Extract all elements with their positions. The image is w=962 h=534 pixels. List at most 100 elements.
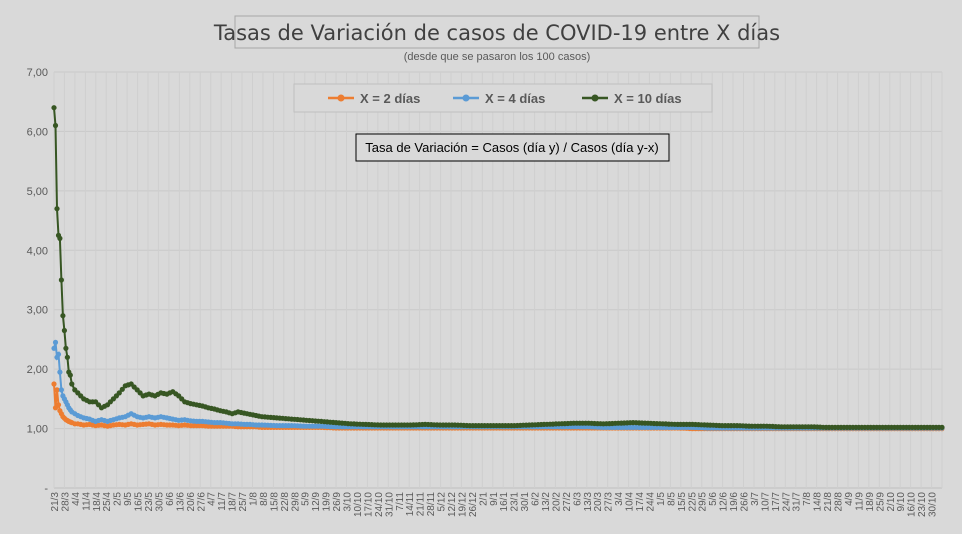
data-point [51, 381, 57, 387]
x-tick-label: 9/10 [896, 492, 907, 512]
grid [53, 71, 943, 489]
x-tick-label: 29/5 [698, 492, 709, 512]
x-tick-label: 16/10 [907, 492, 918, 517]
x-tick-label: 5/9 [301, 492, 312, 506]
data-point [61, 327, 67, 334]
data-point [55, 402, 62, 408]
x-tick-label: 28/8 [834, 492, 845, 512]
x-tick-label: 10/10 [353, 492, 364, 517]
x-tick-label: 24/10 [374, 492, 385, 517]
x-tick-label: 7/11 [395, 492, 406, 511]
x-tick-label: 21/8 [823, 492, 834, 512]
x-tick-label: 2/5 [113, 492, 124, 506]
x-tick-label: 12/12 [447, 492, 458, 517]
legend-marker [462, 94, 470, 102]
x-tick-label: 25/9 [875, 492, 886, 512]
x-tick-label: 23/1 [510, 492, 521, 512]
data-point [69, 381, 75, 387]
series-2 [51, 339, 945, 431]
x-tick-label: 24/4 [645, 492, 656, 512]
x-tick-label: 3/4 [614, 492, 625, 506]
chart-subtitle: (desde que se pasaron los 100 casos) [404, 51, 591, 63]
x-tick-label: 29/8 [290, 492, 301, 512]
x-tick-label: 16/5 [134, 492, 145, 512]
x-tick-label: 11/4 [81, 492, 92, 511]
y-tick-label: 2,00 [27, 364, 48, 376]
x-tick-label: 15/8 [269, 492, 280, 512]
x-tick-label: 3/10 [343, 492, 354, 512]
x-tick-label: 28/11 [426, 492, 437, 517]
x-tick-label: 20/6 [186, 492, 197, 512]
title-box [234, 15, 760, 49]
x-tick-label: 25/7 [238, 492, 249, 512]
legend-marker [591, 94, 599, 102]
legend: X = 2 días X = 4 días X = 10 días [293, 83, 713, 113]
x-tick-label: 13/3 [583, 492, 594, 512]
x-tick-label: 25/4 [102, 492, 113, 512]
x-tick-label: 30/10 [928, 492, 939, 517]
legend-marker [337, 94, 345, 102]
x-tick-label: 4/7 [207, 492, 218, 506]
x-tick-label: 23/10 [917, 492, 928, 517]
x-tick-label: 2/1 [478, 492, 489, 506]
x-tick-label: 20/2 [551, 492, 562, 512]
data-point [57, 235, 63, 241]
x-tick-label: 6/3 [572, 492, 583, 506]
annotation-text: Tasa de Variación = Casos (día y) / Caso… [365, 140, 658, 155]
data-point [64, 354, 70, 360]
x-tick-label: 27/2 [562, 492, 573, 512]
x-tick-label: 19/9 [322, 492, 333, 512]
x-tick-label: 13/2 [541, 492, 552, 512]
y-tick-label: 3,00 [27, 305, 48, 317]
x-tick-label: 14/11 [405, 492, 416, 517]
x-tick-label: 17/4 [635, 492, 646, 512]
x-tick-label: 5/6 [708, 492, 719, 506]
series-line [53, 342, 942, 429]
x-tick-label: 11/7 [217, 492, 228, 511]
legend-box [293, 83, 713, 113]
legend-label: X = 2 días [360, 91, 420, 106]
x-tick-label: 23/5 [144, 492, 155, 512]
annotation-box [355, 133, 670, 162]
data-point [58, 277, 64, 283]
x-tick-label: 14/8 [813, 492, 824, 512]
x-tick-label: 10/4 [625, 492, 636, 512]
x-tick-label: 7/8 [802, 492, 813, 506]
chart-title: Tasas de Variación de casos de COVID-19 … [213, 21, 780, 45]
data-point [67, 372, 73, 378]
x-tick-label: 9/1 [489, 492, 500, 506]
x-tick-label: 17/10 [363, 492, 374, 517]
data-point [52, 339, 59, 345]
x-tick-label: 19/12 [457, 492, 468, 517]
x-tick-label: 31/7 [792, 492, 803, 512]
x-tick-label: 20/3 [593, 492, 604, 512]
x-tick-label: 6/2 [531, 492, 542, 506]
annotation: Tasa de Variación = Casos (día y) / Caso… [355, 133, 670, 162]
x-tick-label: 10/7 [760, 492, 771, 512]
x-tick-label: 21/3 [50, 492, 61, 512]
data-point [54, 387, 60, 393]
y-tick-label: 4,00 [27, 245, 48, 257]
y-tick-label: 7,00 [27, 67, 48, 79]
data-point [51, 345, 57, 351]
x-tick-label: 1/5 [656, 492, 667, 506]
x-tick-label: 12/6 [719, 492, 730, 512]
data-point [119, 386, 125, 392]
data-point [57, 369, 63, 375]
x-tick-label: 18/4 [92, 492, 103, 512]
axes: - 1,00 2,00 3,00 4,00 5,00 6,00 7,00 21/3 28/3 4/4… [27, 67, 939, 517]
x-tick-label: 26/9 [332, 492, 343, 512]
x-tick-label: 5/12 [437, 492, 448, 512]
x-tick-label: 1/8 [248, 492, 259, 506]
x-tick-label: 8/8 [259, 492, 270, 506]
y-tick-label: 1,00 [27, 424, 48, 436]
x-tick-label: 26/12 [468, 492, 479, 517]
y-tick-label: 5,00 [27, 186, 48, 198]
series-3 [51, 105, 945, 430]
x-tick-label: 26/6 [740, 492, 751, 512]
x-tick-label: 13/6 [175, 492, 186, 512]
data-point [63, 345, 69, 351]
x-tick-label: 6/6 [165, 492, 176, 506]
